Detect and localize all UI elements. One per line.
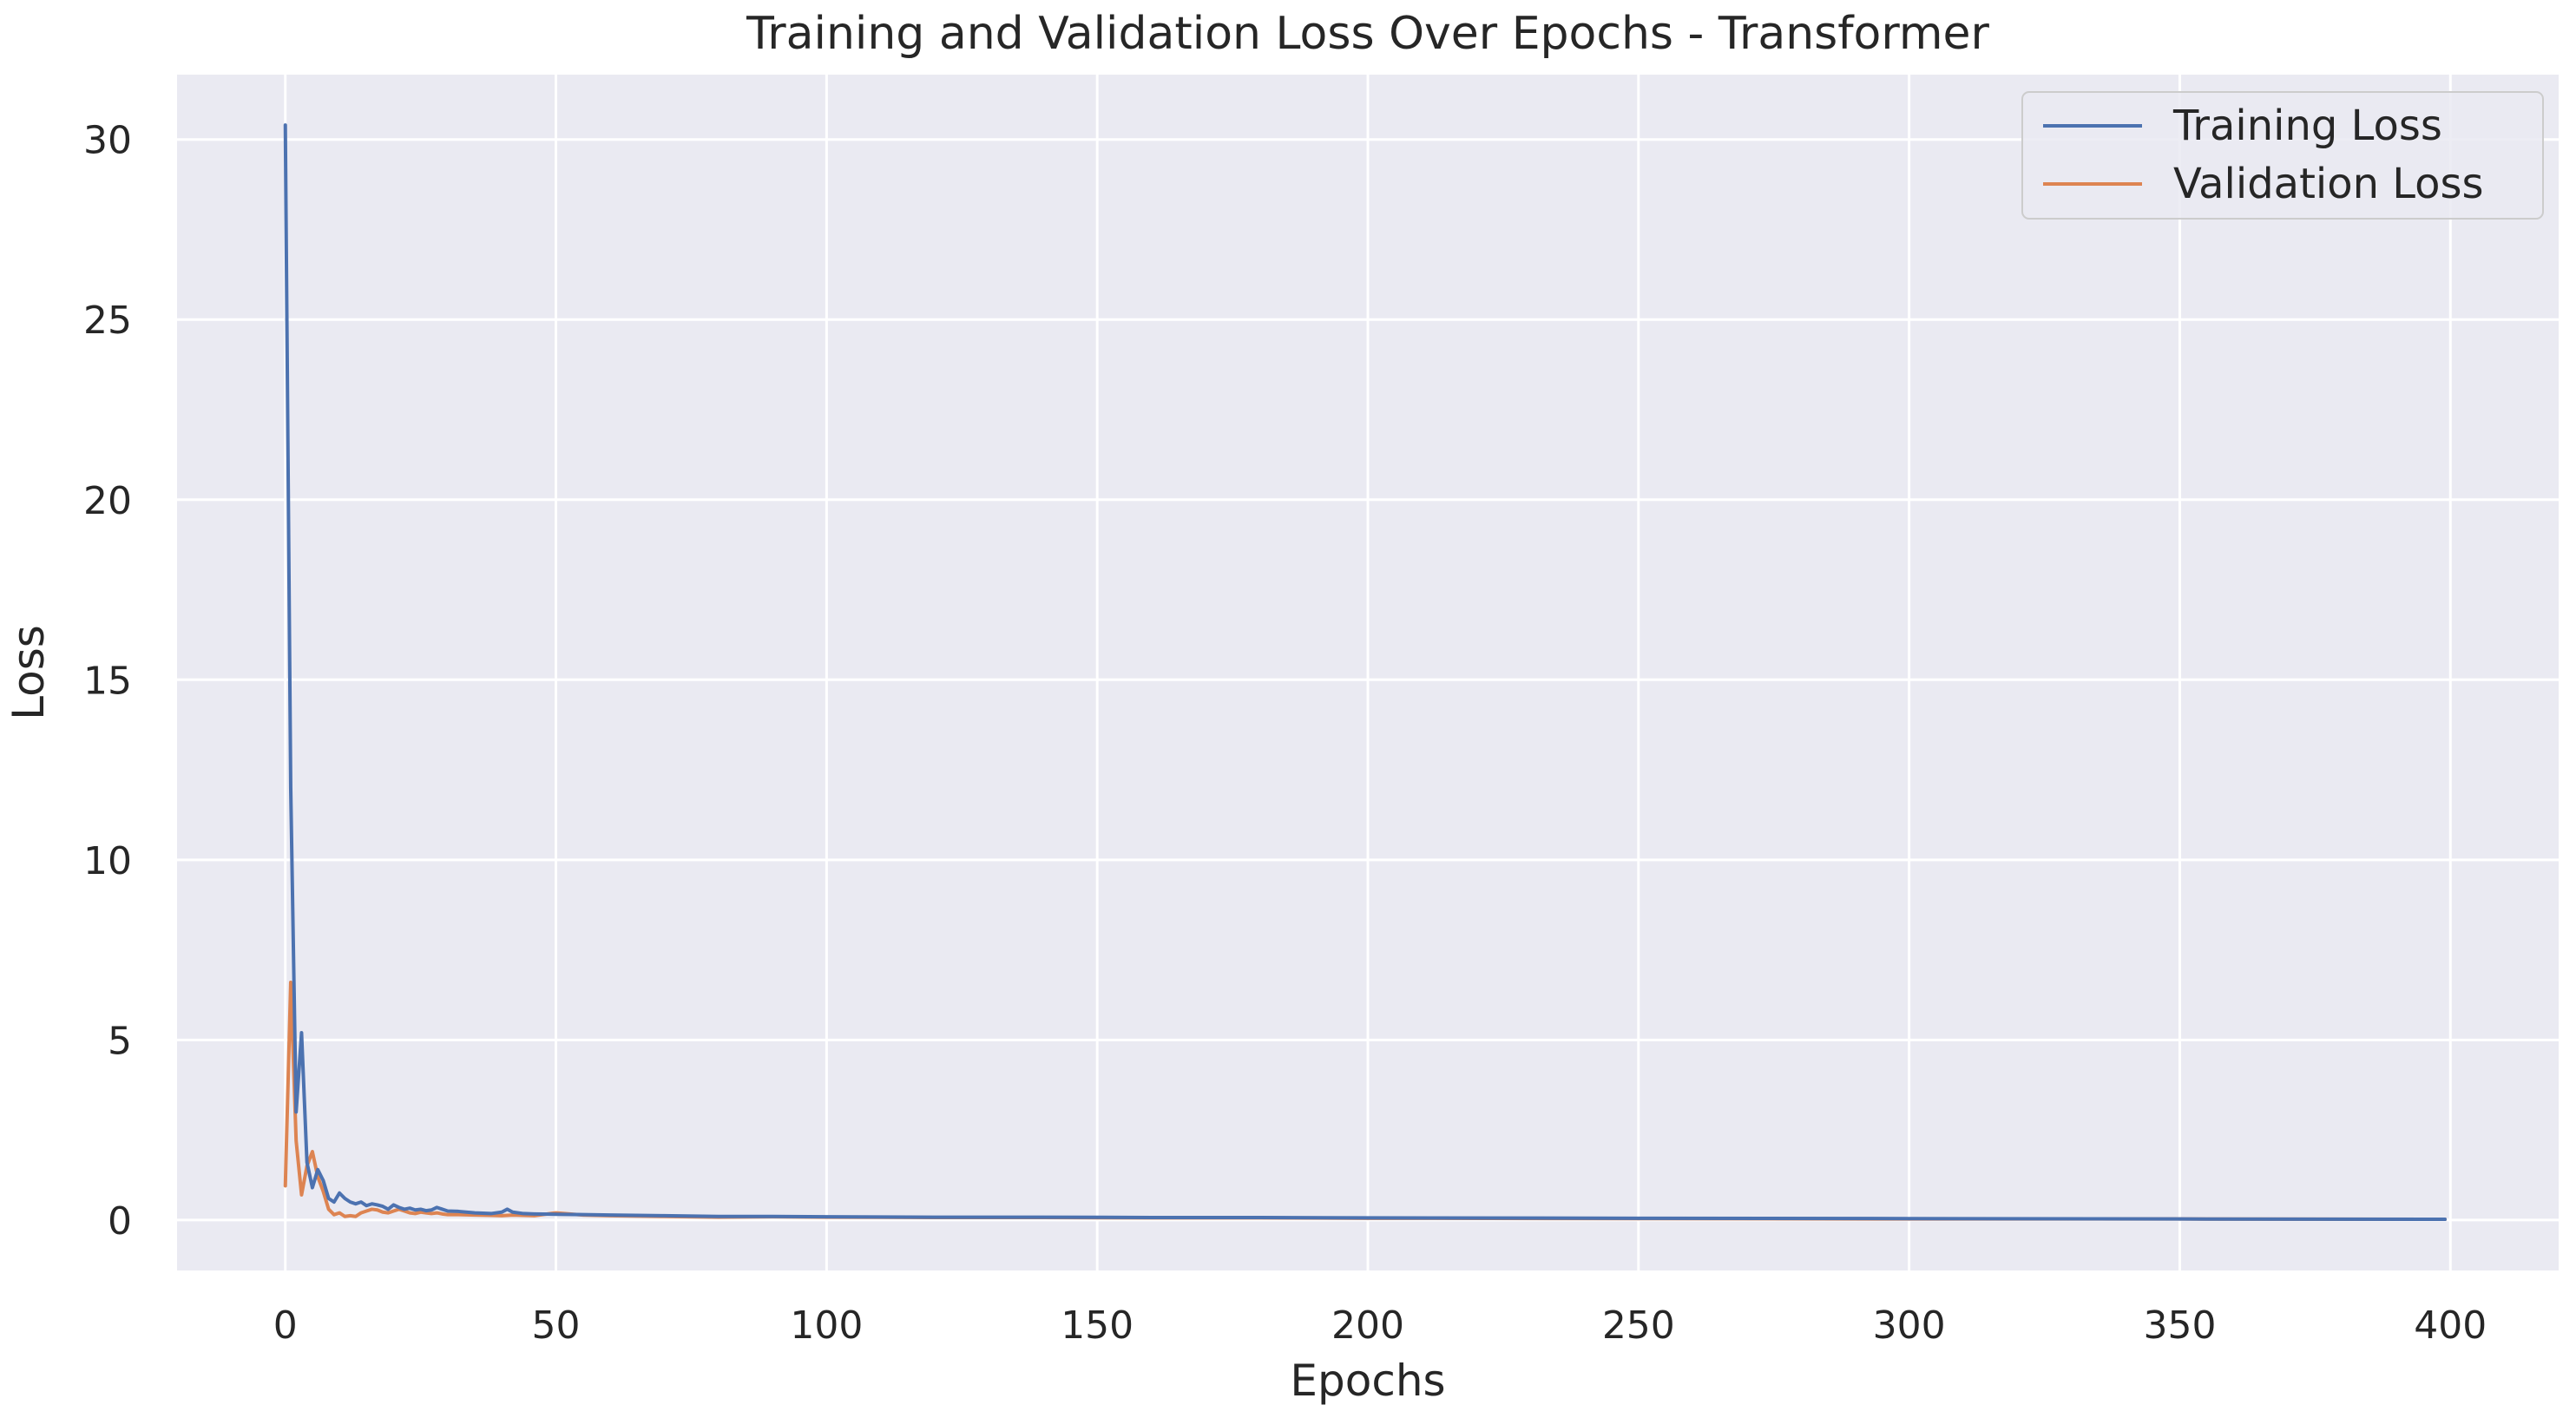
legend: Training Loss Validation Loss bbox=[2021, 91, 2544, 220]
y-tick-label-30: 30 bbox=[83, 119, 132, 163]
x-tick-label-50: 50 bbox=[532, 1303, 581, 1348]
y-axis-label: Loss bbox=[3, 625, 54, 720]
y-tick-label-15: 15 bbox=[83, 659, 132, 703]
x-tick-labels: 0 50 100 150 200 250 300 350 400 bbox=[273, 1303, 2487, 1348]
x-tick-label-0: 0 bbox=[273, 1303, 298, 1348]
y-tick-label-10: 10 bbox=[83, 839, 132, 883]
x-tick-label-100: 100 bbox=[790, 1303, 863, 1348]
x-tick-label-300: 300 bbox=[1873, 1303, 1946, 1348]
legend-box bbox=[2021, 91, 2544, 220]
series-lines bbox=[283, 123, 2448, 1222]
legend-label-training-loss: Training Loss bbox=[2172, 102, 2442, 150]
y-tick-label-25: 25 bbox=[83, 299, 132, 343]
x-tick-label-400: 400 bbox=[2414, 1303, 2487, 1348]
y-tick-label-0: 0 bbox=[108, 1199, 132, 1244]
chart-title: Training and Validation Loss Over Epochs… bbox=[746, 8, 1989, 60]
y-tick-label-5: 5 bbox=[108, 1019, 132, 1063]
x-tick-label-150: 150 bbox=[1061, 1303, 1134, 1348]
x-tick-label-250: 250 bbox=[1602, 1303, 1675, 1348]
y-tick-labels: 0 5 10 15 20 25 30 bbox=[83, 119, 132, 1244]
x-tick-label-200: 200 bbox=[1331, 1303, 1404, 1348]
x-tick-label-350: 350 bbox=[2143, 1303, 2216, 1348]
series-line-training-loss bbox=[283, 123, 2448, 1222]
legend-label-validation-loss: Validation Loss bbox=[2173, 160, 2484, 208]
y-tick-label-20: 20 bbox=[83, 479, 132, 523]
x-axis-label: Epochs bbox=[1290, 1356, 1445, 1406]
